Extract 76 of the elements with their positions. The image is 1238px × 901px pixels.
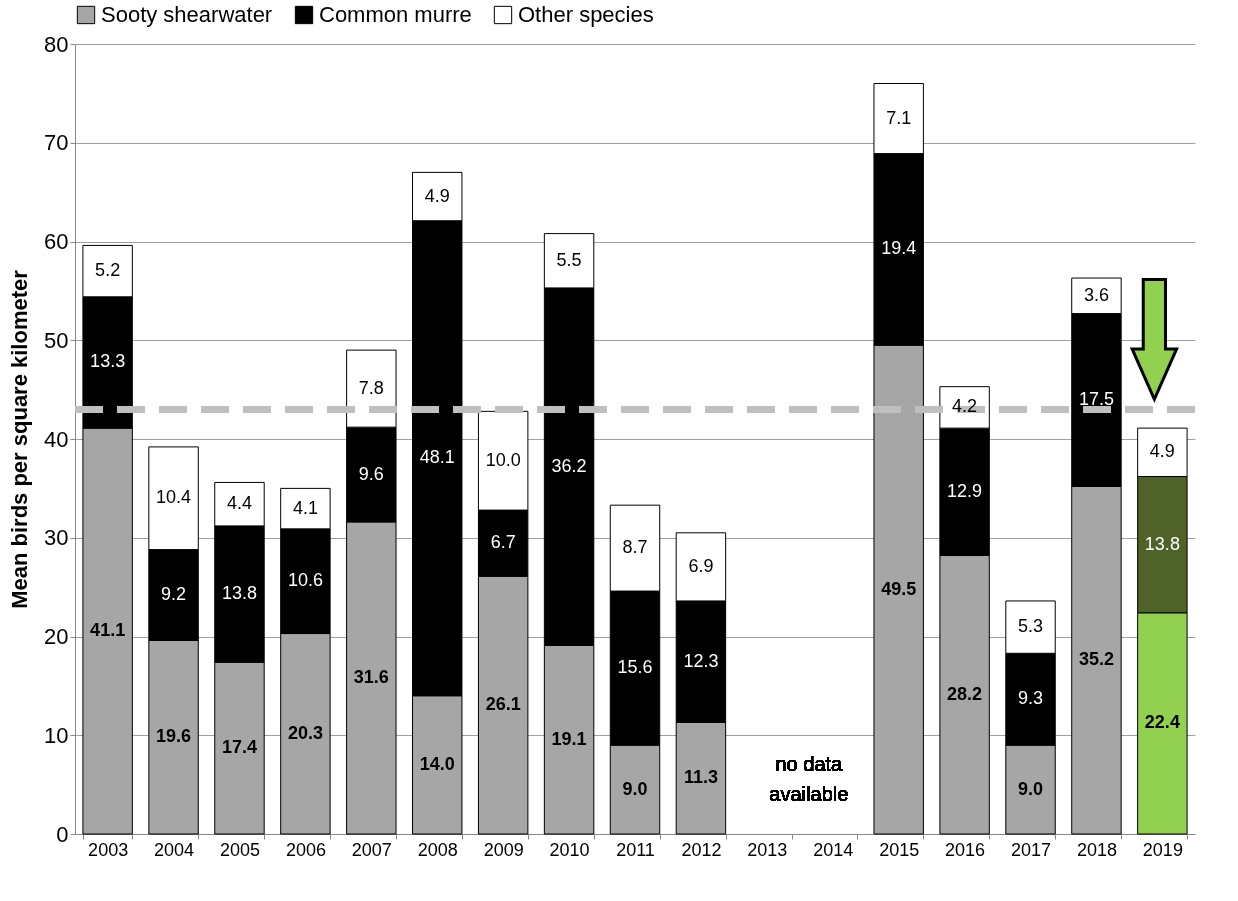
data-label: 6.7 — [490, 532, 516, 553]
x-tick-label: 2019 — [1142, 839, 1183, 860]
data-label: 17.5 — [1078, 388, 1114, 409]
data-label: 31.6 — [353, 666, 389, 687]
x-tick-label: 2009 — [483, 839, 524, 860]
x-tick-label: 2010 — [549, 839, 590, 860]
data-label: 12.9 — [947, 480, 983, 501]
data-label: 4.9 — [424, 185, 450, 206]
data-label: 13.8 — [221, 583, 257, 604]
data-label: 6.9 — [688, 555, 714, 576]
y-tick-label: 60 — [44, 229, 69, 254]
data-label: 5.2 — [95, 260, 121, 281]
x-tick-label: 2017 — [1011, 839, 1052, 860]
y-tick-label: 10 — [44, 722, 69, 748]
x-tick-label: 2018 — [1076, 839, 1117, 860]
x-tick-label: 2011 — [616, 839, 655, 860]
x-tick-label: 2004 — [154, 839, 195, 860]
data-label: 22.4 — [1144, 712, 1180, 733]
data-label: 17.4 — [221, 737, 257, 758]
y-tick-label: 70 — [44, 130, 69, 156]
data-label: 4.4 — [226, 493, 252, 514]
x-tick-label: 2008 — [417, 839, 458, 860]
data-label: 4.9 — [1149, 441, 1175, 462]
data-label: 36.2 — [551, 455, 587, 476]
x-tick-label: 2005 — [219, 839, 260, 860]
annotation: no data available — [769, 753, 849, 805]
data-label: 35.2 — [1078, 649, 1114, 670]
data-label: 19.4 — [881, 238, 917, 259]
data-label: 10.0 — [485, 449, 521, 470]
data-label: 7.1 — [886, 107, 912, 128]
data-label: 9.0 — [1018, 778, 1044, 799]
y-tick-label: 0 — [56, 821, 69, 847]
data-label: 9.6 — [358, 463, 384, 484]
data-label: 14.0 — [419, 753, 455, 774]
data-label: 20.3 — [287, 722, 323, 743]
data-label: 3.6 — [1083, 284, 1109, 305]
x-tick-label: 2015 — [879, 839, 920, 860]
data-label: 19.1 — [551, 728, 587, 749]
data-label: 9.0 — [622, 778, 648, 799]
data-label: 5.3 — [1018, 616, 1044, 637]
data-label: 5.5 — [556, 249, 582, 270]
y-tick-label: 20 — [44, 624, 69, 649]
legend-label: Sooty shearwater — [101, 2, 273, 27]
legend-label: Other species — [518, 2, 654, 27]
x-tick-label: 2006 — [285, 839, 326, 860]
data-label: 11.3 — [683, 767, 718, 788]
data-label: 4.2 — [952, 396, 978, 417]
data-label: 4.1 — [292, 497, 318, 518]
y-tick-label: 40 — [44, 426, 69, 452]
data-label: 48.1 — [419, 447, 455, 468]
x-tick-label: 2007 — [351, 839, 392, 860]
x-tick-label: 2016 — [945, 839, 986, 860]
y-tick-label: 50 — [44, 327, 69, 353]
data-label: 26.1 — [485, 694, 521, 715]
x-tick-label: 2014 — [813, 839, 854, 860]
x-tick-label: 2003 — [88, 839, 129, 860]
data-label: 12.3 — [683, 650, 719, 671]
data-label: 10.6 — [287, 570, 323, 591]
data-label: 49.5 — [881, 578, 917, 599]
data-label: 7.8 — [358, 377, 384, 398]
data-label: 10.4 — [156, 487, 192, 508]
data-label: 41.1 — [90, 620, 126, 641]
data-label: 13.3 — [90, 351, 126, 372]
data-label: 9.3 — [1018, 688, 1044, 709]
x-tick-label: 2013 — [747, 839, 788, 860]
y-axis-title: Mean birds per square kilometer — [7, 269, 33, 609]
y-tick-label: 80 — [44, 31, 69, 57]
data-label: 13.8 — [1144, 533, 1180, 554]
legend-label: Common murre — [319, 2, 472, 27]
y-tick-label: 30 — [44, 525, 69, 551]
data-label: 8.7 — [622, 537, 648, 558]
data-label: 15.6 — [617, 657, 653, 678]
data-label: 28.2 — [947, 683, 983, 704]
data-label: 9.2 — [161, 584, 187, 605]
data-label: 19.6 — [156, 726, 192, 747]
x-tick-label: 2012 — [681, 839, 722, 860]
